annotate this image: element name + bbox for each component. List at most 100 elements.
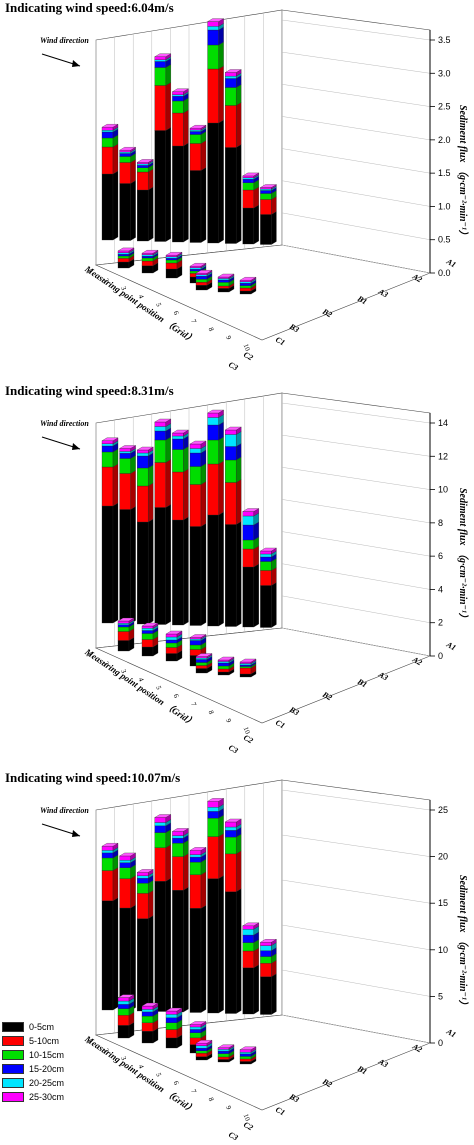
y-tick-label: 5: [438, 991, 443, 1001]
gridline: [281, 51, 431, 74]
grid-tick-label: 9: [224, 335, 233, 341]
bar-segment: [172, 890, 184, 1013]
bar-top: [119, 445, 137, 449]
bar-top: [119, 147, 137, 151]
bar-segment: [260, 187, 272, 190]
bar-segment: [207, 122, 219, 244]
bar-segment: [225, 891, 237, 1014]
bar-segment: [260, 553, 272, 558]
bar-segment: [225, 459, 237, 483]
bar-segment: [242, 189, 254, 209]
bar-segment: [172, 91, 184, 95]
legend-swatch: [2, 1078, 24, 1088]
bar-segment: [217, 278, 230, 281]
bar-segment: [239, 1058, 252, 1062]
bar-segment: [141, 256, 154, 259]
bar-segment: [217, 1049, 230, 1052]
bar-top: [259, 547, 277, 552]
bar-segment: [154, 822, 166, 827]
grid-tick-label: 4: [137, 1064, 146, 1070]
bar-top: [242, 922, 260, 926]
bar-segment: [217, 285, 230, 289]
bar-segment-side: [165, 82, 171, 131]
bar-segment: [195, 279, 208, 283]
y-tick-label: 10: [438, 485, 448, 495]
row-label: A1: [444, 639, 457, 652]
bar-top: [195, 1040, 213, 1044]
bar-segment: [217, 659, 230, 662]
bar-top: [136, 446, 154, 451]
bar-segment: [117, 1000, 130, 1005]
bar-segment: [141, 257, 154, 262]
bar-segment: [172, 449, 184, 473]
bar-segment-side: [148, 518, 154, 625]
bar-segment-side: [218, 65, 224, 124]
legend-item: 25-30cm: [2, 1090, 94, 1104]
bar-segment: [119, 855, 131, 861]
legend-swatch: [2, 1064, 24, 1074]
bar-segment: [101, 440, 114, 444]
row-label: B1: [355, 1063, 368, 1076]
bar-segment: [165, 633, 178, 638]
chart-panel-1: 0.0 0.5 1.0 1.5 2.0 2.5 3.0 3.5 1 2 3 4 5 6 7 8 9 10 A1 A2 A…: [0, 0, 474, 375]
bar-segment: [154, 881, 166, 1012]
bar-top: [207, 409, 225, 414]
bar-top: [217, 656, 235, 661]
bar-segment: [239, 667, 252, 675]
bar-segment-side: [236, 479, 242, 525]
bar-segment: [189, 526, 202, 626]
bar-segment: [260, 214, 272, 245]
bar-segment: [117, 997, 130, 1002]
bar-segment-side: [236, 850, 242, 892]
bar-segment: [242, 925, 254, 930]
bar-segment-side: [183, 853, 189, 891]
bar-segment: [141, 253, 154, 255]
bar-segment: [189, 466, 202, 485]
bar-segment: [242, 175, 254, 178]
bar-segment: [189, 637, 202, 640]
bar-top: [207, 18, 225, 22]
bar-segment: [117, 252, 130, 255]
bar-segment: [119, 156, 131, 163]
legend-label: 25-30cm: [29, 1092, 65, 1102]
bar-segment-side: [165, 878, 171, 1012]
bar-segment: [260, 976, 272, 1015]
bar-segment: [119, 183, 131, 241]
bar-segment: [239, 1053, 252, 1057]
bar-segment: [119, 473, 131, 510]
bar-segment: [137, 878, 149, 884]
bar-segment: [141, 254, 154, 257]
bar-segment: [119, 867, 131, 879]
bar-segment: [172, 96, 184, 102]
legend-label: 15-20cm: [29, 1064, 65, 1074]
bar-segment: [207, 439, 219, 465]
bar-segment: [260, 561, 272, 571]
bar-segment-side: [130, 159, 136, 184]
bar-segment: [141, 633, 154, 640]
bar-segment: [239, 666, 252, 669]
bar-segment: [119, 448, 131, 452]
bar-segment: [154, 847, 166, 882]
bar-segment: [137, 893, 149, 919]
bar-segment: [189, 269, 202, 272]
bar-segment: [225, 105, 237, 148]
grid-tick-label: 8: [207, 709, 216, 715]
bar-segment: [195, 657, 208, 660]
chart-panel-2: 0 2 4 6 8 10 12 14 1 2 3 4 5 6 7 8 9 10 A1 A2 A3 B1 B2 B3 C1 C2 C3…: [0, 383, 474, 758]
y-axis-label: Sediment flux （g·cm⁻²·min⁻¹）: [457, 488, 468, 623]
bar-segment-side: [200, 523, 207, 626]
bar-segment: [101, 852, 114, 859]
bar-segment: [225, 524, 237, 627]
gridline: [281, 212, 431, 240]
gridline: [281, 116, 431, 141]
bar-segment: [195, 656, 208, 659]
bar-segment-side: [271, 211, 277, 245]
bar-segment: [207, 811, 219, 819]
gridline: [281, 627, 431, 657]
bar-segment-side: [165, 844, 171, 882]
bar-segment: [260, 950, 272, 957]
bar-segment-side: [253, 947, 259, 969]
bar-segment-side: [200, 167, 207, 243]
y-axis-label: Sediment flux （g·cm⁻²·min⁻¹）: [457, 875, 468, 1010]
grid-tick-label: 2: [102, 660, 111, 666]
